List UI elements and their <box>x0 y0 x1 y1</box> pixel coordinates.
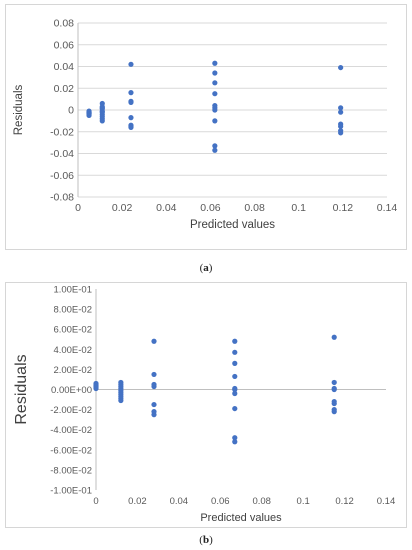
x-tick-label: 0 <box>75 202 81 214</box>
data-point <box>232 373 238 380</box>
data-point <box>338 123 344 129</box>
x-tick-label: 0.08 <box>244 202 265 214</box>
data-point <box>338 64 344 71</box>
data-point <box>93 383 99 389</box>
data-point <box>212 91 218 97</box>
x-axis-title: Predicted values <box>200 512 282 524</box>
y-tick-label: 4.00E-02 <box>53 345 92 356</box>
y-tick-label: -0.02 <box>50 126 74 138</box>
y-tick-label: -8.00E-02 <box>50 465 92 476</box>
data-point <box>338 105 344 111</box>
y-tick-label: 0.04 <box>54 61 75 73</box>
y-tick-label: 1.00E-01 <box>53 285 92 296</box>
y-tick-label: 6.00E-02 <box>53 325 92 336</box>
data-point <box>212 143 218 149</box>
y-tick-label: -0.06 <box>50 170 74 182</box>
data-point <box>212 118 218 124</box>
data-point <box>151 412 157 418</box>
x-tick-label: 0.14 <box>377 202 398 214</box>
y-tick-label: 0 <box>68 105 74 117</box>
data-point <box>331 379 337 386</box>
y-tick-label: 0.00E+00 <box>51 385 92 396</box>
y-tick-label: -2.00E-02 <box>50 405 92 416</box>
data-point <box>99 118 105 124</box>
chart-a-frame: -0.08 -0.06 -0.04 -0.02 0 0.02 0.04 0.06 0.08 0 0.… <box>5 4 407 250</box>
data-point <box>99 105 105 111</box>
data-point <box>232 338 238 344</box>
data-point <box>232 385 238 392</box>
data-point <box>118 381 124 388</box>
y-tick-label: 0.06 <box>54 39 75 51</box>
x-axis-title: Predicted values <box>190 219 275 231</box>
x-tick-label: 0.1 <box>297 496 310 507</box>
data-point <box>118 397 124 404</box>
data-point <box>212 80 218 86</box>
caption-b: (b) <box>199 534 213 546</box>
data-point <box>212 60 218 66</box>
x-tick-label: 0.14 <box>377 496 396 507</box>
data-point <box>128 99 134 105</box>
y-tick-label: -6.00E-02 <box>50 445 92 456</box>
data-point <box>151 338 157 344</box>
x-tick-label: 0.02 <box>112 202 133 214</box>
chart-b-frame: -1.00E-01 -8.00E-02 -6.00E-02 -4.00E-02 -2.0… <box>5 282 407 528</box>
y-tick-label: -0.08 <box>50 192 74 204</box>
y-axis-title: Residuals <box>13 85 25 136</box>
data-point <box>331 400 337 407</box>
x-tick-label: 0.08 <box>252 496 271 507</box>
data-point <box>232 349 238 355</box>
chart-a: -0.08 -0.06 -0.04 -0.02 0 0.02 0.04 0.06 0.08 0 0.… <box>13 18 398 232</box>
data-point <box>212 70 218 76</box>
data-point <box>232 435 238 441</box>
y-axis-title: Residuals <box>13 354 30 424</box>
data-point <box>151 383 157 390</box>
data-point <box>212 147 218 153</box>
data-point <box>212 107 218 113</box>
y-tick-label: 2.00E-02 <box>53 365 92 376</box>
data-point <box>338 130 344 136</box>
y-tick-label: -4.00E-02 <box>50 425 92 436</box>
y-tick-label: 8.00E-02 <box>53 305 92 316</box>
data-point <box>151 401 157 408</box>
chart-b: -1.00E-01 -8.00E-02 -6.00E-02 -4.00E-02 -2.0… <box>13 285 396 525</box>
data-point <box>338 109 344 115</box>
x-tick-label: 0.02 <box>128 496 147 507</box>
x-tick-label: 0.04 <box>170 496 189 507</box>
x-tick-label: 0 <box>93 496 98 507</box>
data-point <box>128 61 134 67</box>
x-tick-label: 0.06 <box>211 496 230 507</box>
data-point <box>86 111 92 117</box>
x-tick-label: 0.04 <box>156 202 177 214</box>
data-point <box>331 386 337 393</box>
data-point <box>128 90 134 96</box>
data-point <box>128 115 134 121</box>
y-tick-label: -1.00E-01 <box>50 486 92 497</box>
data-point <box>232 405 238 412</box>
data-point <box>331 334 337 340</box>
data-point <box>331 409 337 415</box>
data-point <box>232 390 238 397</box>
x-tick-label: 0.12 <box>335 496 354 507</box>
x-tick-label: 0.1 <box>291 202 306 214</box>
data-point <box>151 371 157 378</box>
y-tick-label: -0.04 <box>50 148 74 160</box>
caption-a: (a) <box>199 262 213 274</box>
y-tick-label: 0.08 <box>54 18 75 30</box>
x-tick-label: 0.12 <box>333 202 354 214</box>
data-point <box>232 439 238 445</box>
y-tick-label: 0.02 <box>54 83 75 95</box>
data-point <box>128 123 134 129</box>
x-tick-label: 0.06 <box>200 202 221 214</box>
data-point <box>232 360 238 366</box>
